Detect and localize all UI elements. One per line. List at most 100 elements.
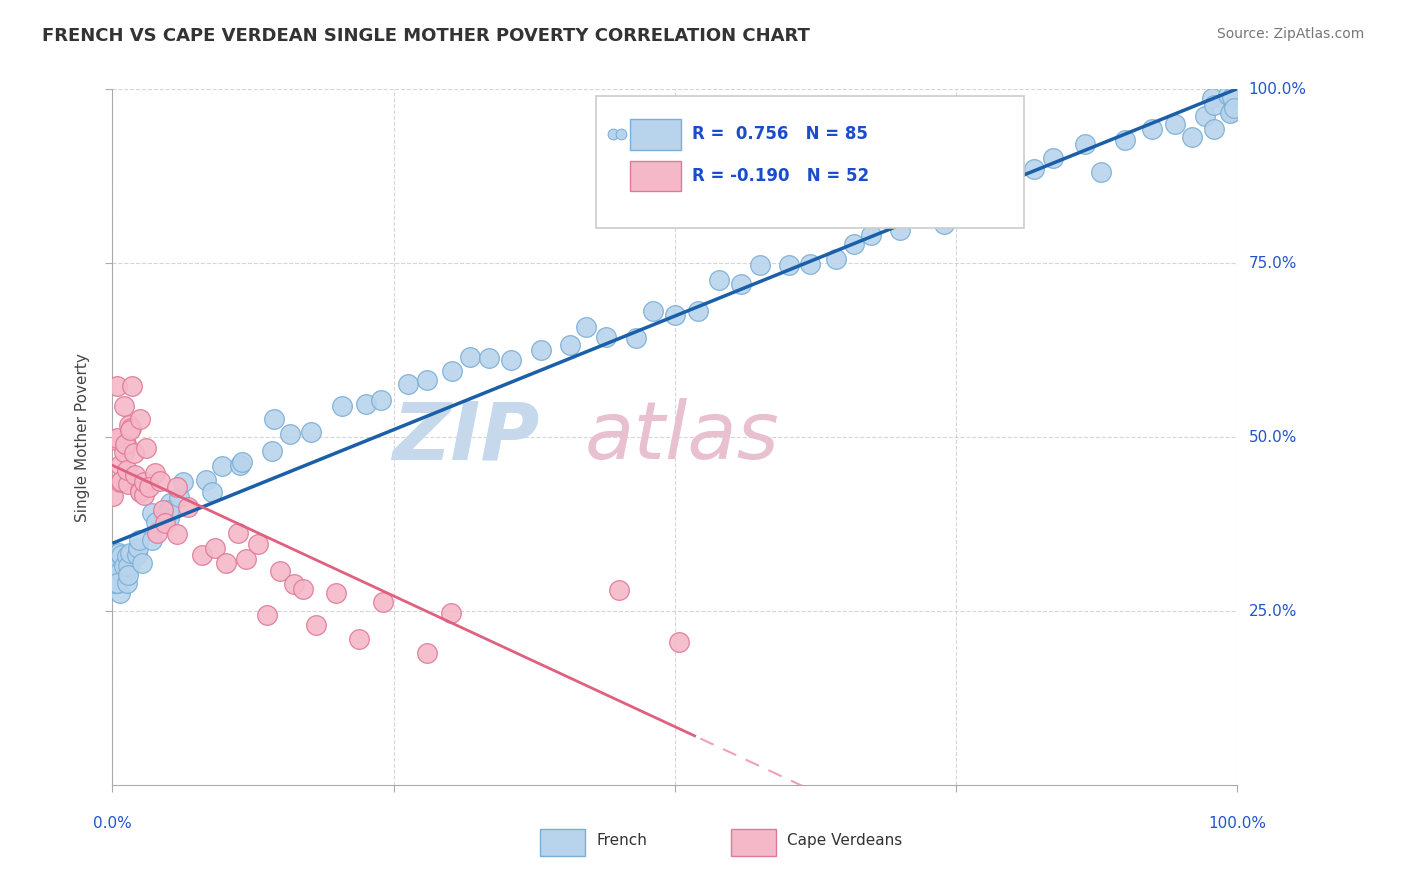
Point [117,463,139,477]
Point [1223,101,1246,115]
Point [354,397,377,411]
Point [141,533,163,548]
Point [263,412,285,426]
Point [1180,130,1202,145]
Point [152,503,174,517]
Point [159,496,181,510]
Point [501,353,523,368]
Text: 25.0%: 25.0% [1249,604,1296,618]
Point [229,458,252,472]
Point [332,399,354,413]
Point [110,458,132,472]
Point [610,128,633,142]
Point [128,533,150,547]
Point [201,484,224,499]
Point [167,490,190,504]
Point [214,556,236,570]
Point [997,178,1019,193]
Point [607,583,630,598]
Point [889,223,911,237]
Point [1164,117,1187,131]
Text: Source: ZipAtlas.com: Source: ZipAtlas.com [1216,27,1364,41]
Point [416,646,439,660]
Point [688,304,710,318]
Point [305,618,328,632]
Point [112,399,135,413]
Point [269,564,291,578]
FancyBboxPatch shape [596,96,1024,228]
Point [1140,121,1163,136]
Point [235,552,257,566]
Point [166,526,188,541]
Text: 100.0%: 100.0% [1208,815,1267,830]
Point [127,541,149,555]
Point [115,563,138,577]
Text: 100.0%: 100.0% [1249,82,1306,96]
Point [118,417,141,432]
Point [260,443,283,458]
Point [231,455,253,469]
Point [226,525,249,540]
Text: 0.0%: 0.0% [93,815,132,830]
Point [778,258,800,272]
Point [114,437,136,451]
Point [135,441,157,455]
Point [108,546,131,560]
Point [115,549,138,563]
Point [110,564,132,578]
Point [859,227,882,242]
Point [105,434,128,448]
Point [1022,161,1045,176]
Point [1042,151,1064,165]
Point [105,576,128,591]
Point [124,446,146,460]
Point [371,595,394,609]
Point [1114,133,1136,147]
Point [917,211,939,225]
Point [117,477,139,491]
Point [204,541,226,556]
Point [1194,109,1216,123]
Point [105,576,128,591]
Point [283,576,305,591]
Bar [630,161,681,192]
Point [1074,137,1097,152]
Point [145,526,167,541]
Point [141,506,163,520]
Point [117,567,139,582]
Point [121,379,143,393]
Point [117,558,139,573]
Point [1219,106,1241,120]
Point [932,217,955,231]
Bar [630,120,681,150]
Point [626,331,648,345]
Bar [540,830,585,856]
Point [105,379,128,393]
Point [118,557,141,571]
Point [157,511,180,525]
Point [347,632,370,646]
Point [842,237,865,252]
Point [278,427,301,442]
Point [159,502,181,516]
Point [138,480,160,494]
Point [602,128,624,142]
Point [110,548,132,562]
Point [110,586,132,600]
Point [1204,122,1226,136]
Point [115,437,138,451]
Bar [731,830,776,856]
Point [190,548,212,562]
Point [145,466,167,480]
Point [749,258,772,272]
Point [103,575,125,590]
Point [247,537,270,551]
Point [325,586,347,600]
Point [1220,90,1243,104]
Point [799,257,821,271]
Point [110,474,132,488]
Point [211,459,233,474]
Point [575,320,598,334]
Point [124,467,146,482]
Point [440,606,463,620]
